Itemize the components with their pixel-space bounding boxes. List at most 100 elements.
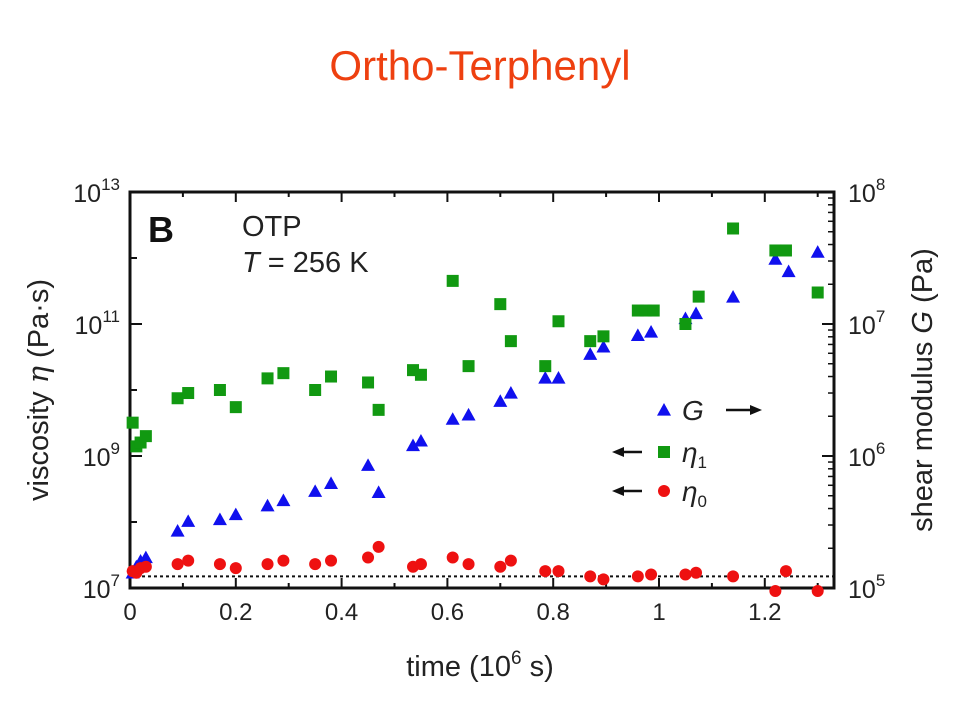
annotation-temperature-symbol: T bbox=[242, 247, 262, 279]
legend: Gη1 η0 bbox=[612, 395, 762, 511]
data-point-eta0 bbox=[679, 568, 692, 581]
data-point-eta0 bbox=[171, 558, 184, 571]
data-point-eta1 bbox=[692, 290, 705, 303]
data-point-eta0 bbox=[552, 565, 565, 578]
data-point-G bbox=[583, 347, 598, 360]
right-y-tick-label: 105 bbox=[848, 571, 885, 604]
data-point-eta0 bbox=[811, 585, 824, 598]
data-point-eta0 bbox=[727, 570, 740, 583]
slide-title: Ortho-Terphenyl bbox=[329, 42, 631, 89]
svg-text:viscosity η (Pa·s): viscosity η (Pa·s) bbox=[21, 279, 55, 501]
series-eta0 bbox=[126, 540, 824, 598]
data-point-G bbox=[810, 245, 825, 258]
data-point-eta1 bbox=[811, 286, 824, 299]
data-point-G bbox=[596, 339, 611, 353]
data-point-eta0 bbox=[261, 558, 274, 571]
data-point-eta1 bbox=[647, 304, 660, 317]
legend-entry-G: G bbox=[657, 395, 762, 426]
plot-frame bbox=[128, 190, 836, 590]
data-point-eta1 bbox=[494, 298, 507, 311]
data-point-G bbox=[276, 493, 291, 507]
data-point-eta1 bbox=[446, 274, 459, 287]
x-tick-label: 1.2 bbox=[748, 599, 781, 626]
data-point-eta1 bbox=[277, 367, 290, 380]
legend-label: η1 bbox=[682, 437, 707, 472]
right-axis-units: (Pa) bbox=[907, 248, 939, 311]
x-axis-title: time (106 s) bbox=[406, 648, 554, 683]
data-point-eta0 bbox=[362, 551, 375, 564]
legend-label: η0 bbox=[682, 476, 707, 511]
legend-arrow-left-head bbox=[612, 486, 624, 496]
left-axis-units: (Pa·s) bbox=[23, 279, 55, 366]
x-axis-label: time (10 bbox=[406, 651, 511, 683]
x-tick-label: 0.4 bbox=[325, 599, 358, 626]
data-point-eta1 bbox=[727, 222, 740, 235]
data-point-eta0 bbox=[779, 565, 792, 578]
data-point-eta0 bbox=[539, 565, 552, 578]
data-point-G bbox=[644, 324, 659, 338]
data-point-G bbox=[445, 412, 460, 425]
data-point-eta0 bbox=[446, 551, 459, 564]
data-point-G bbox=[630, 328, 645, 341]
data-point-eta0 bbox=[584, 570, 597, 583]
data-point-eta0 bbox=[182, 554, 195, 567]
data-point-G bbox=[361, 458, 376, 471]
right-axis-title: shear modulus G (Pa) bbox=[907, 248, 939, 532]
data-point-G bbox=[324, 476, 339, 490]
data-point-G bbox=[260, 498, 275, 512]
data-point-G bbox=[781, 264, 796, 278]
data-point-eta0 bbox=[139, 560, 152, 573]
left-y-tick-label: 1013 bbox=[73, 175, 120, 208]
data-point-G bbox=[551, 370, 566, 384]
data-point-eta0 bbox=[213, 558, 226, 571]
legend-marker bbox=[657, 403, 671, 416]
data-point-eta0 bbox=[309, 558, 322, 571]
data-point-G bbox=[689, 306, 704, 320]
data-point-eta1 bbox=[584, 335, 597, 348]
data-point-eta1 bbox=[126, 416, 139, 429]
data-point-eta0 bbox=[494, 560, 507, 573]
data-point-eta1 bbox=[325, 370, 338, 383]
data-point-G bbox=[212, 512, 227, 526]
legend-entry-eta0: η0 bbox=[612, 476, 707, 511]
legend-entry-eta1: η1 bbox=[612, 437, 707, 472]
data-point-eta1 bbox=[414, 368, 427, 381]
data-point-G bbox=[406, 438, 421, 452]
data-point-eta0 bbox=[229, 562, 242, 575]
x-tick-label: 0.6 bbox=[431, 599, 464, 626]
data-point-eta0 bbox=[769, 585, 782, 598]
data-point-G bbox=[308, 484, 323, 497]
left-axis-label: viscosity bbox=[23, 383, 55, 501]
data-point-eta0 bbox=[631, 570, 644, 583]
data-point-G bbox=[170, 524, 185, 537]
left-y-tick-label: 107 bbox=[83, 571, 120, 604]
data-point-G bbox=[493, 394, 508, 407]
data-point-eta0 bbox=[504, 554, 517, 567]
data-point-eta0 bbox=[372, 540, 385, 553]
svg-text:shear modulus G (Pa): shear modulus G (Pa) bbox=[907, 248, 939, 532]
data-point-eta1 bbox=[779, 244, 792, 257]
data-point-G bbox=[768, 252, 783, 265]
data-point-eta1 bbox=[552, 315, 565, 328]
data-point-eta1 bbox=[229, 401, 242, 414]
data-point-eta1 bbox=[462, 360, 475, 373]
right-y-tick-label: 108 bbox=[848, 175, 885, 208]
data-point-G bbox=[538, 370, 553, 384]
annotation-temperature: T = 256 K bbox=[242, 247, 369, 279]
data-point-G bbox=[413, 433, 428, 447]
x-axis-units: s) bbox=[522, 651, 554, 683]
data-point-G bbox=[181, 514, 196, 527]
right-y-tick-label: 106 bbox=[848, 439, 885, 472]
data-point-eta1 bbox=[769, 244, 782, 257]
legend-arrow-left-head bbox=[612, 447, 624, 457]
data-point-G bbox=[228, 507, 243, 521]
data-point-eta1 bbox=[539, 360, 552, 373]
data-point-G bbox=[726, 290, 741, 303]
svg-text:time (106 s): time (106 s) bbox=[406, 648, 554, 683]
data-point-eta0 bbox=[325, 554, 338, 567]
data-point-eta0 bbox=[277, 554, 290, 567]
x-tick-label: 0.8 bbox=[537, 599, 570, 626]
panel-letter: B bbox=[148, 209, 174, 250]
data-point-eta0 bbox=[690, 566, 703, 579]
